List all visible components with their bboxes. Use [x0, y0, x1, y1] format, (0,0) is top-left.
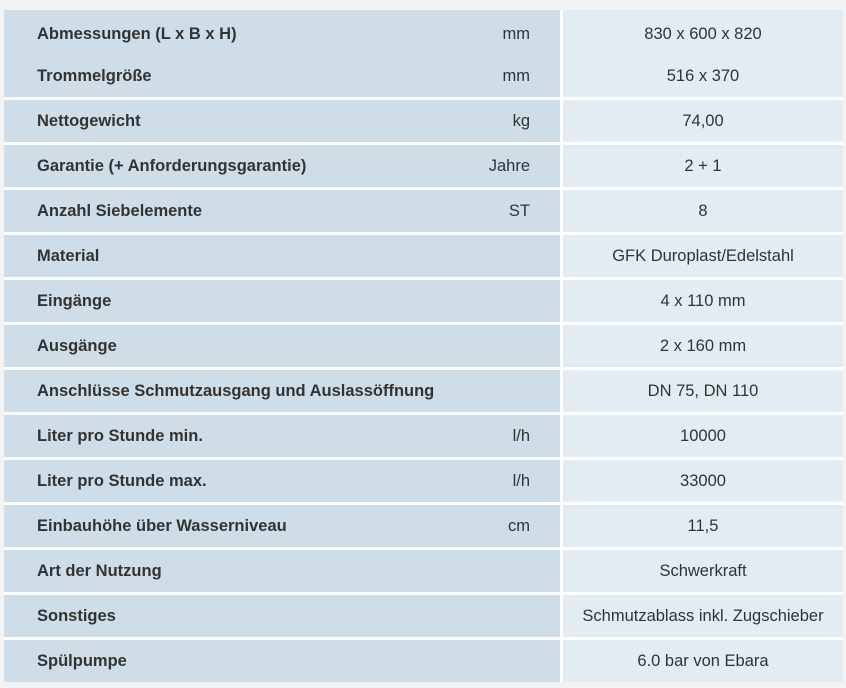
- spec-label-cell: Abmessungen (L x B x H) mm Trommelgröße mm: [4, 10, 560, 97]
- table-row: Material GFK Duroplast/Edelstahl: [4, 232, 843, 277]
- spec-label: Einbauhöhe über Wasserniveau: [37, 517, 287, 535]
- spec-value-cell: Schmutzablass inkl. Zugschieber: [560, 592, 843, 637]
- spec-value: 516 x 370: [666, 67, 740, 85]
- spec-value: 830 x 600 x 820: [644, 25, 762, 43]
- spec-value: 10000: [680, 427, 726, 445]
- spec-label: Abmessungen (L x B x H): [37, 25, 237, 43]
- table-row: Einbauhöhe über Wasserniveau cm 11,5: [4, 502, 843, 547]
- table-row: Liter pro Stunde min. l/h 10000: [4, 412, 843, 457]
- spec-value-cell: DN 75, DN 110: [560, 367, 843, 412]
- spec-value: 2 x 160 mm: [659, 337, 747, 355]
- spec-value-cell: Schwerkraft: [560, 547, 843, 592]
- spec-label: Garantie (+ Anforderungsgarantie): [37, 157, 307, 175]
- spec-label: Nettogewicht: [37, 112, 141, 130]
- spec-value-cell: 33000: [560, 457, 843, 502]
- table-row: Nettogewicht kg 74,00: [4, 97, 843, 142]
- spec-label-cell: Material: [4, 232, 560, 277]
- spec-label: Anschlüsse Schmutzausgang und Auslassöff…: [37, 382, 435, 400]
- spec-label: Spülpumpe: [37, 652, 127, 670]
- spec-value-cell: 10000: [560, 412, 843, 457]
- spec-label: Liter pro Stunde min.: [37, 427, 203, 445]
- spec-value-cell: 2 + 1: [560, 142, 843, 187]
- spec-label: Trommelgröße: [37, 67, 152, 85]
- spec-label-cell: Liter pro Stunde min. l/h: [4, 412, 560, 457]
- table-row: Ausgänge 2 x 160 mm: [4, 322, 843, 367]
- spec-value: 74,00: [682, 112, 724, 130]
- spec-unit: ST: [508, 202, 530, 220]
- table-row: Anschlüsse Schmutzausgang und Auslassöff…: [4, 367, 843, 412]
- table-row: Abmessungen (L x B x H) mm Trommelgröße mm…: [4, 10, 843, 97]
- table-row: Anzahl Siebelemente ST 8: [4, 187, 843, 232]
- spec-label-cell: Sonstiges: [4, 592, 560, 637]
- spec-value: Schwerkraft: [659, 562, 747, 580]
- spec-unit: l/h: [512, 472, 530, 490]
- spec-label-cell: Anschlüsse Schmutzausgang und Auslassöff…: [4, 367, 560, 412]
- table-row: Art der Nutzung Schwerkraft: [4, 547, 843, 592]
- spec-value: 4 x 110 mm: [660, 292, 746, 310]
- spec-label-cell: Ausgänge: [4, 322, 560, 367]
- spec-label-cell: Garantie (+ Anforderungsgarantie) Jahre: [4, 142, 560, 187]
- table-row: Garantie (+ Anforderungsgarantie) Jahre 2 …: [4, 142, 843, 187]
- spec-value: 8: [698, 202, 708, 220]
- spec-table: Abmessungen (L x B x H) mm Trommelgröße mm…: [4, 10, 843, 682]
- spec-label: Anzahl Siebelemente: [37, 202, 203, 220]
- spec-value-cell: 4 x 110 mm: [560, 277, 843, 322]
- spec-value-cell: 6.0 bar von Ebara: [560, 637, 843, 682]
- spec-label-cell: Spülpumpe: [4, 637, 560, 682]
- spec-value-cell: 11,5: [560, 502, 843, 547]
- spec-value: 33000: [680, 472, 726, 490]
- spec-label: Sonstiges: [37, 607, 116, 625]
- spec-unit: cm: [508, 517, 530, 535]
- spec-value: GFK Duroplast/Edelstahl: [612, 247, 794, 265]
- spec-unit: mm: [502, 25, 531, 43]
- spec-label: Ausgänge: [37, 337, 117, 355]
- table-row: Eingänge 4 x 110 mm: [4, 277, 843, 322]
- spec-label: Material: [37, 247, 100, 265]
- spec-unit: kg: [512, 112, 530, 130]
- spec-value: 11,5: [687, 517, 719, 535]
- spec-label: Liter pro Stunde max.: [37, 472, 207, 490]
- spec-label-cell: Art der Nutzung: [4, 547, 560, 592]
- spec-unit: mm: [502, 67, 531, 85]
- spec-label-cell: Liter pro Stunde max. l/h: [4, 457, 560, 502]
- spec-value: 6.0 bar von Ebara: [637, 652, 769, 670]
- table-row: Liter pro Stunde max. l/h 33000: [4, 457, 843, 502]
- spec-label-cell: Eingänge: [4, 277, 560, 322]
- spec-unit: Jahre: [488, 157, 530, 175]
- spec-value-cell: GFK Duroplast/Edelstahl: [560, 232, 843, 277]
- spec-value-cell: 830 x 600 x 820 516 x 370: [560, 10, 843, 97]
- spec-value-cell: 8: [560, 187, 843, 232]
- spec-value: DN 75, DN 110: [647, 382, 759, 400]
- spec-label-cell: Einbauhöhe über Wasserniveau cm: [4, 502, 560, 547]
- spec-value: Schmutzablass inkl. Zugschieber: [582, 607, 824, 625]
- spec-value: 2 + 1: [684, 157, 722, 175]
- table-row: Sonstiges Schmutzablass inkl. Zugschieber: [4, 592, 843, 637]
- spec-label: Eingänge: [37, 292, 112, 310]
- spec-value-cell: 74,00: [560, 97, 843, 142]
- spec-unit: l/h: [512, 427, 530, 445]
- table-row: Spülpumpe 6.0 bar von Ebara: [4, 637, 843, 682]
- spec-label-cell: Anzahl Siebelemente ST: [4, 187, 560, 232]
- spec-label-cell: Nettogewicht kg: [4, 97, 560, 142]
- spec-label: Art der Nutzung: [37, 562, 162, 580]
- spec-value-cell: 2 x 160 mm: [560, 322, 843, 367]
